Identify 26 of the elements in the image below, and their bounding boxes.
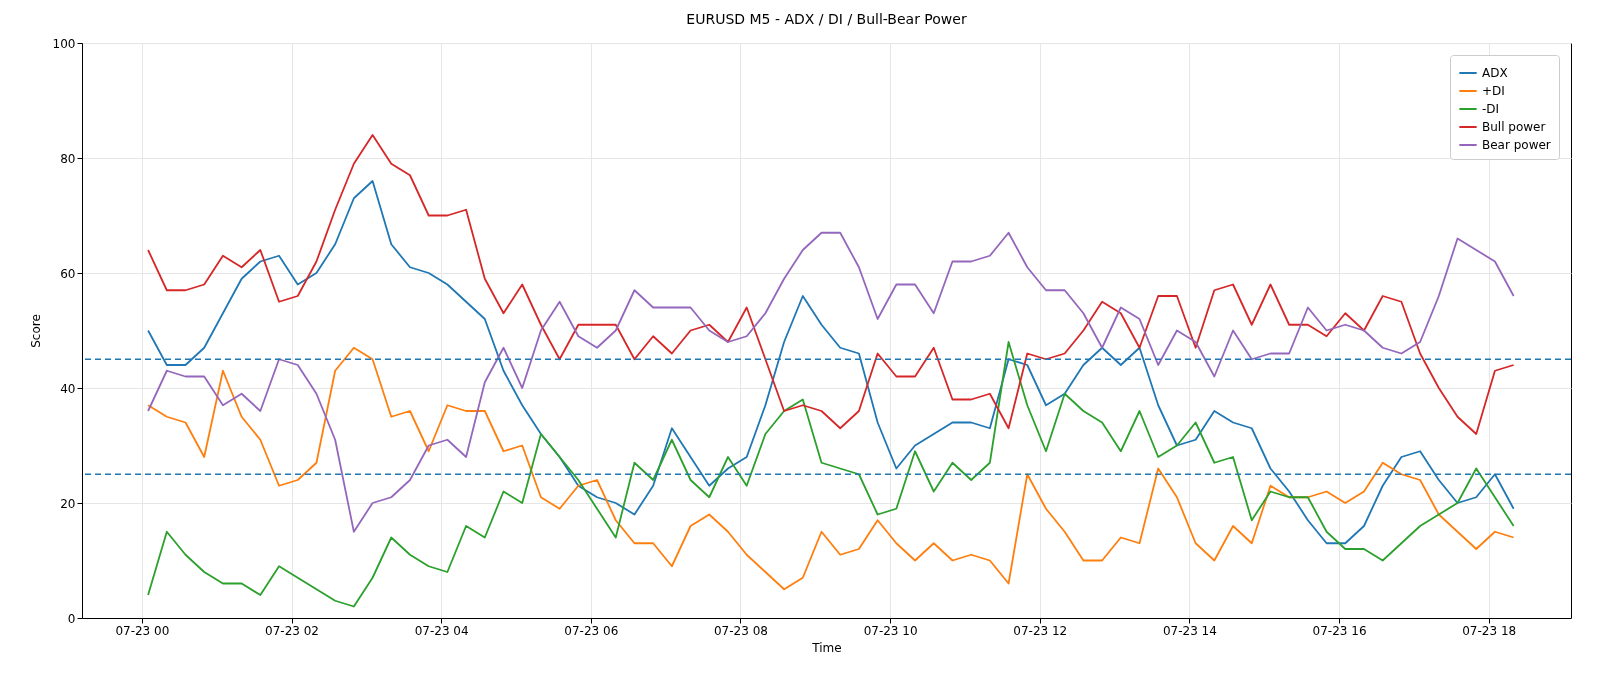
chart-title: EURUSD M5 - ADX / DI / Bull-Bear Power bbox=[686, 11, 967, 27]
y-tick-label: 60 bbox=[60, 266, 76, 281]
x-tick-label: 07-23 18 bbox=[1462, 623, 1517, 638]
x-tick-label: 07-23 10 bbox=[863, 623, 918, 638]
x-axis-title: Time bbox=[811, 640, 842, 655]
x-tick-label: 07-23 00 bbox=[115, 623, 170, 638]
line-series bbox=[147, 134, 1515, 435]
x-tick-label: 07-23 14 bbox=[1162, 623, 1217, 638]
y-tick-label: 80 bbox=[60, 151, 76, 166]
x-tick-label: 07-23 04 bbox=[414, 623, 469, 638]
x-tick-label: 07-23 08 bbox=[713, 623, 768, 638]
y-tick-label: 40 bbox=[60, 381, 76, 396]
y-axis-title: Score bbox=[28, 314, 43, 348]
x-tick-label: 07-23 16 bbox=[1312, 623, 1367, 638]
x-tick-label: 07-23 12 bbox=[1013, 623, 1068, 638]
y-tick-label: 100 bbox=[52, 36, 76, 51]
x-tick-label: 07-23 06 bbox=[564, 623, 619, 638]
y-tick-label: 0 bbox=[67, 611, 76, 626]
legend-label: Bear power bbox=[1482, 138, 1551, 152]
legend-label: Bull power bbox=[1482, 120, 1546, 134]
legend-label: +DI bbox=[1482, 84, 1505, 98]
legend-label: -DI bbox=[1482, 102, 1500, 116]
x-tick-label: 07-23 02 bbox=[265, 623, 319, 638]
y-tick-label: 20 bbox=[60, 496, 76, 511]
legend-label: ADX bbox=[1482, 66, 1508, 80]
line-series bbox=[147, 231, 1515, 533]
